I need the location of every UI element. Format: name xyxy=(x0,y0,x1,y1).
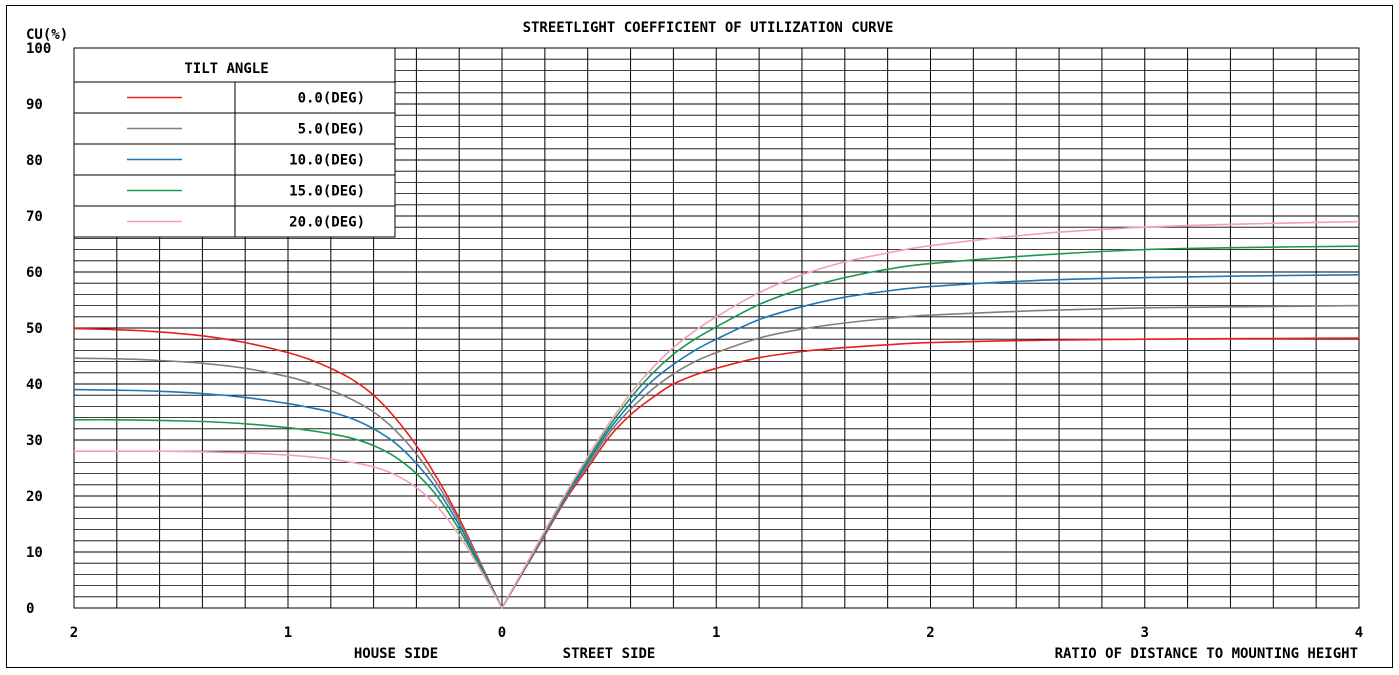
series-line-house xyxy=(73,357,503,609)
x-tick-label: 2 xyxy=(926,625,934,641)
y-axis-label: CU(%) xyxy=(26,27,68,43)
x-tick-label: 0 xyxy=(498,625,506,641)
series-line-street xyxy=(501,220,1360,609)
legend-label: 0.0(DEG) xyxy=(298,91,365,107)
series-line-house xyxy=(74,450,503,609)
series-line-street xyxy=(501,304,1360,609)
x-tick-label: 3 xyxy=(1141,625,1149,641)
legend-label: 20.0(DEG) xyxy=(289,215,365,231)
series-line-house xyxy=(73,418,503,609)
x-tick-label: 1 xyxy=(712,625,720,641)
x-tick-label: 2 xyxy=(70,625,78,641)
chart-title: STREETLIGHT COEFFICIENT OF UTILIZATION C… xyxy=(523,20,894,36)
y-tick-label: 60 xyxy=(26,265,43,281)
y-tick-label: 40 xyxy=(26,377,43,393)
series-line-street xyxy=(501,337,1360,609)
series-line-street xyxy=(501,274,1360,609)
x-axis-label: RATIO OF DISTANCE TO MOUNTING HEIGHT xyxy=(1055,646,1358,662)
y-tick-label: 100 xyxy=(26,41,51,57)
x-tick-label: 4 xyxy=(1355,625,1363,641)
house-side-label: HOUSE SIDE xyxy=(354,646,438,662)
x-tick-label: 1 xyxy=(284,625,292,641)
legend-label: 5.0(DEG) xyxy=(298,122,365,138)
y-tick-label: 70 xyxy=(26,209,43,225)
y-tick-label: 10 xyxy=(26,545,43,561)
y-tick-label: 30 xyxy=(26,433,43,449)
series-line-house xyxy=(73,388,503,609)
plot-border xyxy=(73,47,1360,609)
curves xyxy=(73,220,1360,609)
y-tick-label: 50 xyxy=(26,321,43,337)
legend-label: 10.0(DEG) xyxy=(289,153,365,169)
legend-title: TILT ANGLE xyxy=(184,61,268,77)
street-side-label: STREET SIDE xyxy=(563,646,656,662)
legend: TILT ANGLE 0.0(DEG) 5.0(DEG) 10.0(DEG) 15.0… xyxy=(73,47,396,238)
y-tick-label: 0 xyxy=(26,601,34,617)
y-tick-label: 80 xyxy=(26,153,43,169)
y-tick-label: 20 xyxy=(26,489,43,505)
legend-label: 15.0(DEG) xyxy=(289,184,365,200)
y-tick-label: 90 xyxy=(26,97,43,113)
series-line-street xyxy=(501,245,1360,609)
series-line-house xyxy=(73,327,503,609)
